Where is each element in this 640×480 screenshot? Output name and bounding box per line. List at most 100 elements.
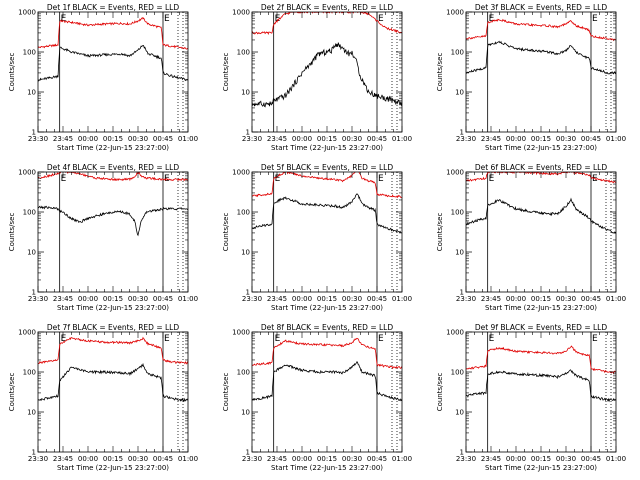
series-group <box>252 12 402 108</box>
panel-title: Det 3f BLACK = Events, RED = LLD <box>475 3 608 12</box>
y-tick-label: 10 <box>27 409 36 417</box>
x-tick-label: 23:45 <box>267 295 287 303</box>
events-series-line <box>38 362 188 403</box>
x-tick-label: 23:30 <box>28 135 48 143</box>
events-series-line <box>252 360 402 402</box>
x-tick-label: 23:30 <box>456 135 476 143</box>
plot-frame <box>465 171 617 293</box>
y-axis: 1 10 100 1000 <box>232 9 402 137</box>
marker-label: E <box>275 14 281 24</box>
x-tick-label: 00:00 <box>506 295 526 303</box>
panel-title: Det 1f BLACK = Events, RED = LLD <box>47 3 180 12</box>
marker-label: E <box>378 334 384 344</box>
x-tick-label: 00:30 <box>128 135 148 143</box>
y-tick-label: 10 <box>27 249 36 257</box>
x-tick-label: 01:00 <box>606 135 626 143</box>
x-tick-label: 01:00 <box>178 135 198 143</box>
x-tick-label: 23:45 <box>53 135 73 143</box>
y-tick-label: 100 <box>451 209 464 217</box>
x-tick-label: 00:15 <box>531 135 551 143</box>
marker-label: E <box>592 14 598 24</box>
y-tick-label: 1 <box>32 129 36 137</box>
lld-series-line <box>466 18 616 42</box>
y-tick-label: 1 <box>246 129 250 137</box>
x-axis-title: Start Time (22-Jun-15 23:27:00) <box>271 464 383 472</box>
series-group <box>252 337 402 402</box>
x-axis-title: Start Time (22-Jun-15 23:27:00) <box>485 464 597 472</box>
x-tick-label: 00:00 <box>78 295 98 303</box>
y-axis-title: Counts/sec <box>8 213 16 252</box>
x-tick-label: 00:00 <box>292 455 312 463</box>
x-tick-label: 00:15 <box>317 455 337 463</box>
x-tick-label: 23:45 <box>481 135 501 143</box>
y-tick-label: 1 <box>32 449 36 457</box>
marker-label: E <box>61 174 67 184</box>
x-tick-label: 23:45 <box>267 135 287 143</box>
x-axis: 23:30 23:45 00:00 00:15 00:30 00:45 01:00 <box>242 332 412 463</box>
x-tick-label: 00:30 <box>556 295 576 303</box>
y-axis-title: Counts/sec <box>222 53 230 92</box>
y-axis: 1 10 100 1000 <box>446 329 616 457</box>
x-tick-label: 23:30 <box>456 295 476 303</box>
x-tick-label: 23:30 <box>242 455 262 463</box>
plot-frame <box>465 11 617 133</box>
y-axis: 1 10 100 1000 <box>18 9 188 137</box>
y-tick-label: 10 <box>241 409 250 417</box>
x-tick-label: 00:15 <box>103 135 123 143</box>
y-tick-label: 1000 <box>18 169 36 177</box>
x-tick-label: 00:30 <box>342 295 362 303</box>
panel-title: Det 8f BLACK = Events, RED = LLD <box>261 323 394 332</box>
y-tick-label: 1000 <box>18 9 36 17</box>
events-series-line <box>38 45 188 82</box>
lld-series-line <box>38 172 188 182</box>
x-tick-label: 01:00 <box>178 455 198 463</box>
x-axis-title: Start Time (22-Jun-15 23:27:00) <box>57 144 169 152</box>
y-axis: 1 10 100 1000 <box>18 329 188 457</box>
x-tick-label: 00:15 <box>317 295 337 303</box>
y-tick-label: 1000 <box>446 329 464 337</box>
x-axis: 23:30 23:45 00:00 00:15 00:30 00:45 01:00 <box>28 172 198 303</box>
x-axis: 23:30 23:45 00:00 00:15 00:30 00:45 01:00 <box>28 12 198 143</box>
x-tick-label: 00:45 <box>367 295 387 303</box>
x-tick-label: 00:00 <box>78 135 98 143</box>
y-axis-title: Counts/sec <box>222 373 230 412</box>
y-tick-label: 10 <box>455 249 464 257</box>
x-tick-label: 01:00 <box>392 295 412 303</box>
x-axis: 23:30 23:45 00:00 00:15 00:30 00:45 01:00 <box>242 12 412 143</box>
x-tick-label: 01:00 <box>178 295 198 303</box>
x-tick-label: 00:30 <box>128 295 148 303</box>
panel-title: Det 9f BLACK = Events, RED = LLD <box>475 323 608 332</box>
x-axis: 23:30 23:45 00:00 00:15 00:30 00:45 01:00 <box>456 172 626 303</box>
x-axis: 23:30 23:45 00:00 00:15 00:30 00:45 01:00 <box>456 12 626 143</box>
x-tick-label: 23:45 <box>53 455 73 463</box>
marker-label: E <box>378 174 384 184</box>
x-tick-label: 23:30 <box>28 455 48 463</box>
x-tick-label: 23:30 <box>456 455 476 463</box>
x-tick-label: 00:30 <box>556 135 576 143</box>
x-tick-label: 00:15 <box>103 455 123 463</box>
y-axis-title: Counts/sec <box>8 373 16 412</box>
marker-label: E <box>61 334 67 344</box>
x-tick-label: 00:15 <box>103 295 123 303</box>
y-tick-label: 100 <box>237 209 250 217</box>
y-axis-title: Counts/sec <box>436 373 444 412</box>
y-tick-label: 1000 <box>446 9 464 17</box>
marker-label: E <box>592 334 598 344</box>
panel-title: Det 6f BLACK = Events, RED = LLD <box>475 163 608 172</box>
x-tick-label: 00:00 <box>292 295 312 303</box>
events-series-line <box>466 40 616 75</box>
y-axis-title: Counts/sec <box>222 213 230 252</box>
x-tick-label: 00:00 <box>506 455 526 463</box>
x-tick-label: 23:30 <box>28 295 48 303</box>
x-tick-label: 23:30 <box>242 295 262 303</box>
y-tick-label: 1 <box>246 289 250 297</box>
x-tick-label: 01:00 <box>392 455 412 463</box>
